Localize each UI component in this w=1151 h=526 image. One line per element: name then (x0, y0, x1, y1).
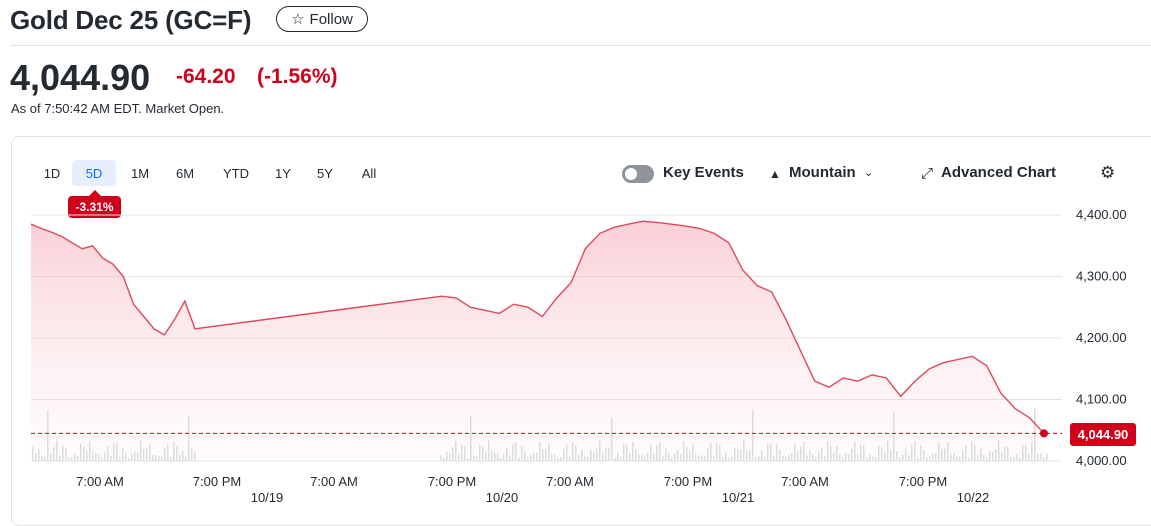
x-tick-time: 7:00 PM (664, 474, 712, 489)
x-tick-time: 7:00 AM (76, 474, 124, 489)
volume-bar (1046, 454, 1048, 461)
follow-button[interactable]: ☆ Follow (276, 6, 368, 32)
x-tick-time: 7:00 PM (193, 474, 241, 489)
mountain-icon: ▲ (769, 167, 781, 181)
chevron-down-icon[interactable]: ⌄ (864, 167, 874, 179)
current-price: 4,044.90 (10, 57, 151, 98)
y-tick-label: 4,300.00 (1076, 269, 1127, 284)
header-divider (10, 45, 1151, 46)
range-all-button[interactable]: All (361, 165, 377, 181)
range-change-badge: -3.31% (68, 190, 121, 218)
x-tick-time: 7:00 AM (546, 474, 594, 489)
expand-arrow-icon: ⤢ (921, 165, 934, 182)
range-1y-button[interactable]: 1Y (275, 165, 291, 181)
price-change-percent: (-1.56%) (257, 65, 338, 88)
range-ytd-button[interactable]: YTD (223, 165, 249, 181)
x-tick-date: 10/21 (722, 490, 755, 505)
range-1m-button[interactable]: 1M (130, 165, 150, 181)
x-tick-time: 7:00 AM (781, 474, 829, 489)
range-5d-button[interactable]: 5D (72, 160, 116, 186)
price-line (30, 220, 1045, 434)
price-change: -64.20 (176, 65, 236, 88)
star-icon: ☆ (291, 11, 305, 28)
y-tick-label: 4,000.00 (1076, 453, 1127, 468)
y-tick-label: 4,200.00 (1076, 330, 1127, 345)
key-events-label[interactable]: Key Events (663, 164, 744, 181)
advanced-chart-button[interactable]: Advanced Chart (941, 164, 1057, 181)
page-title: Gold Dec 25 (GC=F) (10, 5, 252, 35)
current-price-dot (1040, 429, 1048, 438)
chart-type-dropdown[interactable]: Mountain (789, 164, 856, 181)
range-5y-button[interactable]: 5Y (317, 165, 333, 181)
price-chart: 4,400.00 4,300.00 4,200.00 4,100.00 4,000.00… (30, 207, 1127, 505)
x-tick-time: 7:00 PM (899, 474, 947, 489)
gear-icon[interactable]: ⚙ (1100, 163, 1116, 182)
x-tick-date: 10/20 (486, 490, 519, 505)
toggle-knob (625, 168, 637, 180)
x-tick-time: 7:00 PM (428, 474, 476, 489)
x-tick-date: 10/22 (957, 490, 990, 505)
y-tick-label: 4,100.00 (1076, 392, 1127, 407)
x-tick-date: 10/19 (251, 490, 284, 505)
price-area (31, 221, 1044, 461)
as-of-timestamp: As of 7:50:42 AM EDT. Market Open. (11, 101, 225, 116)
range-6m-button[interactable]: 6M (175, 165, 195, 181)
y-tick-label: 4,400.00 (1076, 207, 1127, 222)
follow-label: Follow (309, 10, 353, 28)
key-events-toggle[interactable] (622, 165, 654, 183)
range-1d-button[interactable]: 1D (43, 165, 61, 181)
x-tick-time: 7:00 AM (310, 474, 358, 489)
current-price-tag: 4,044.90 (1070, 423, 1136, 446)
